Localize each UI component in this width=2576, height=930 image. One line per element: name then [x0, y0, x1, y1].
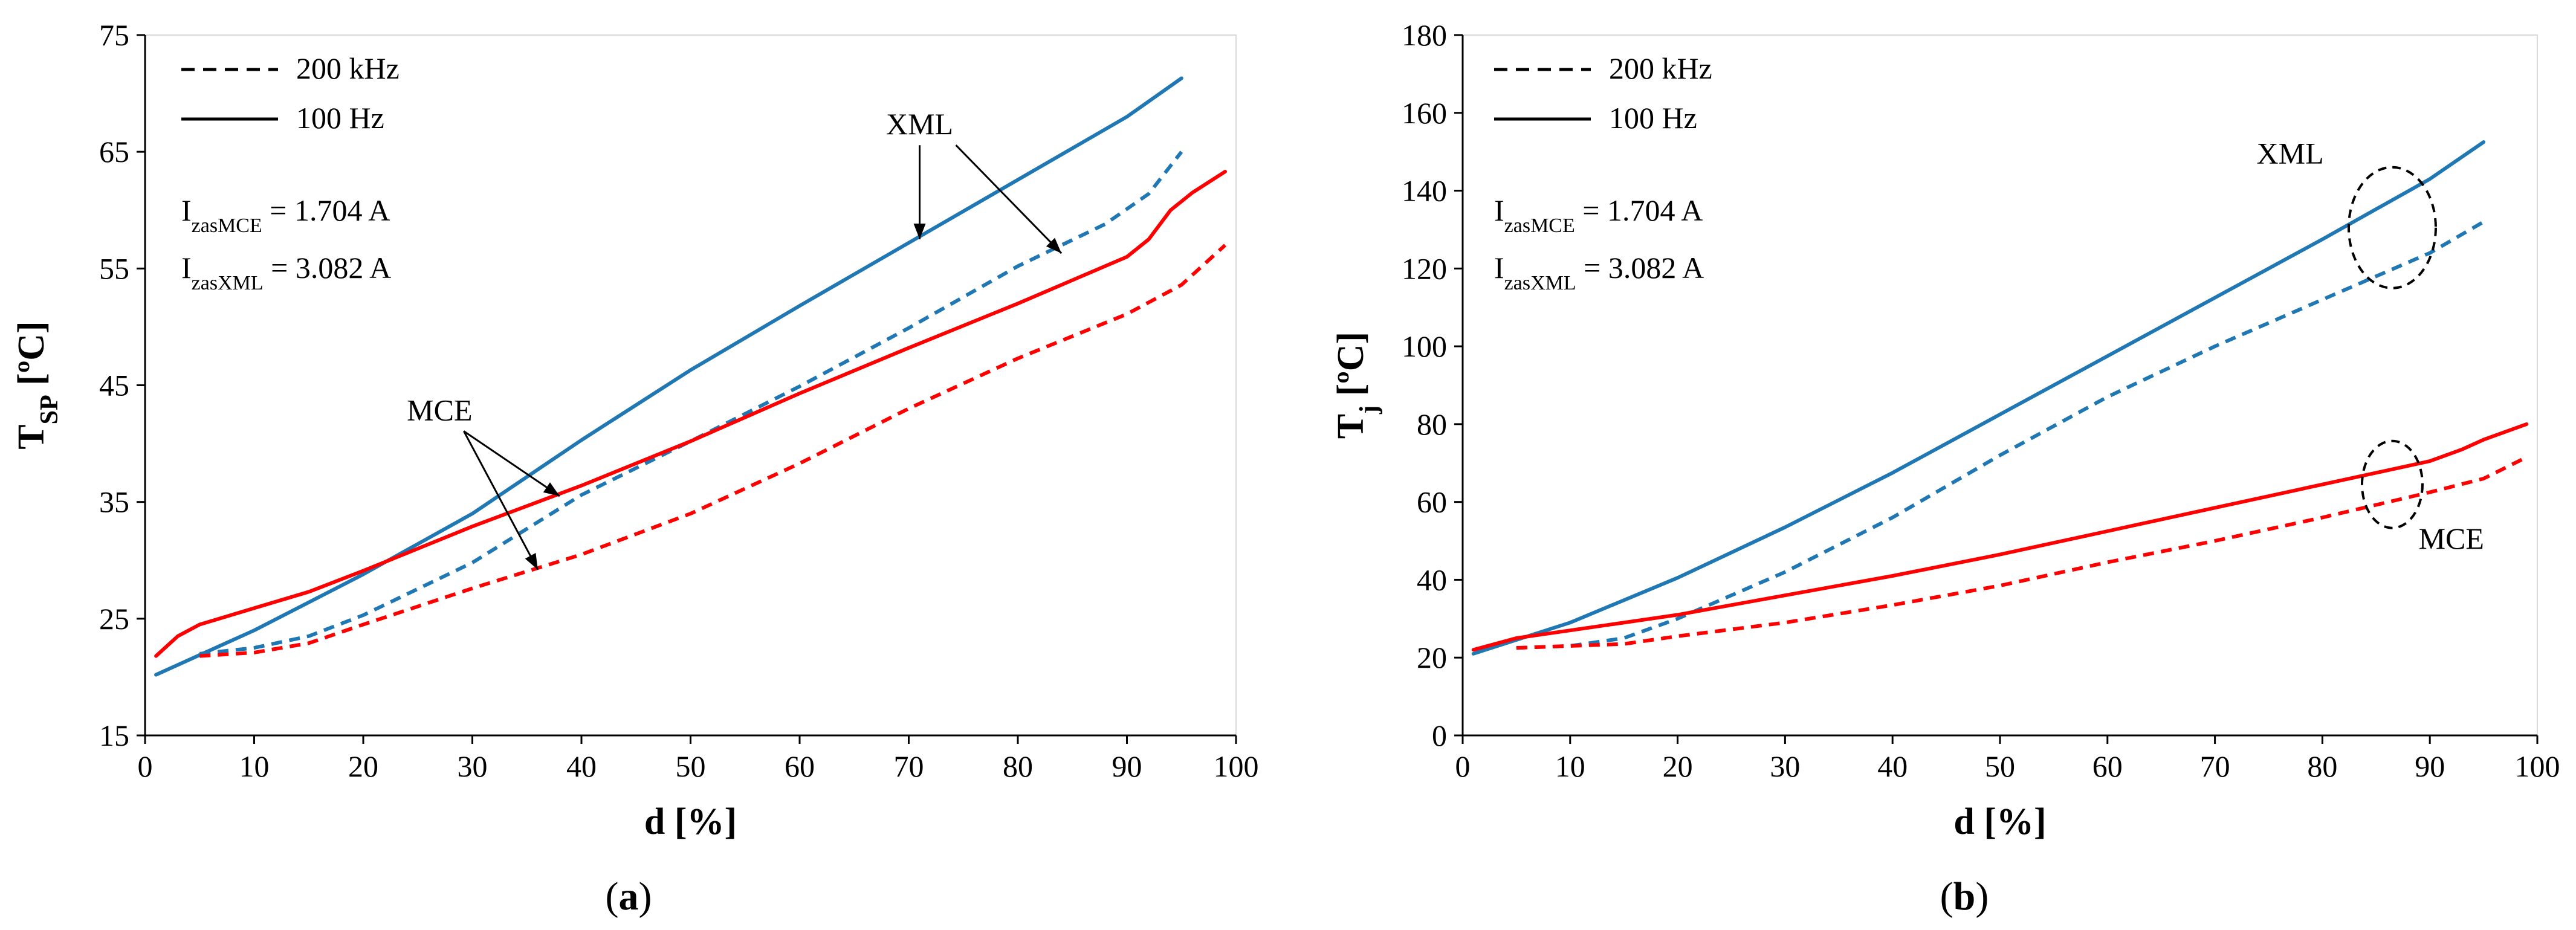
series-line-mce-200-khz: [199, 244, 1227, 658]
y-tick-label: 45: [99, 369, 129, 402]
annotation-ellipse: [2347, 166, 2437, 289]
x-axis-label: d [%]: [644, 801, 737, 842]
y-tick-label: 55: [99, 251, 129, 285]
annotation-arrow-head: [543, 482, 560, 497]
x-tick-label: 30: [1770, 749, 1800, 783]
x-tick-label: 80: [1003, 749, 1033, 783]
x-tick-label: 0: [1455, 749, 1471, 783]
y-tick-label: 100: [1402, 329, 1447, 363]
current-note: IzasMCE = 1.704 A: [181, 193, 390, 237]
y-axis-label-text: Tj [ºC]: [1330, 332, 1383, 439]
x-tick-label: 90: [1112, 749, 1142, 783]
panel-tag: (a): [606, 874, 652, 919]
y-tick-label: 15: [99, 718, 129, 752]
annotation-arrow-line: [463, 430, 560, 497]
x-tick-label: 50: [676, 749, 706, 783]
annotation-xml: XML: [2257, 136, 2324, 170]
annotation-arrow-head: [913, 224, 926, 240]
annotation-mce: MCE: [407, 393, 472, 427]
y-tick-label: 0: [1432, 718, 1447, 752]
annotation-ellipse: [2360, 439, 2424, 529]
x-tick-label: 100: [1214, 749, 1259, 783]
x-tick-label: 20: [1663, 749, 1693, 783]
x-tick-label: 10: [239, 749, 270, 783]
current-note: IzasXML = 3.082 A: [1494, 251, 1704, 294]
y-axis-label: TSP [ºC]: [11, 321, 63, 449]
series-line-xml-200-khz: [199, 150, 1183, 656]
series-line-xml-100-hz: [1471, 140, 2486, 656]
annotation-arrow-head: [525, 553, 538, 570]
panel-b: 0 10 20 30 40 50 60 70 80 90 100 0 20 40 60 80 100 120 140…: [1330, 18, 2560, 919]
x-tick-label: 100: [2515, 749, 2560, 783]
y-tick-label: 180: [1402, 18, 1447, 52]
annotation-arrow-line: [463, 430, 539, 570]
series-line-xml-100-hz: [154, 76, 1183, 677]
x-tick-label: 30: [458, 749, 488, 783]
y-tick-label: 160: [1402, 96, 1447, 130]
x-axis-label: d [%]: [1953, 801, 2046, 842]
legend-label: 200 kHz: [1609, 51, 1712, 85]
x-tick-label: 60: [2092, 749, 2123, 783]
series-line-mce-100-hz: [154, 170, 1227, 658]
y-tick-label: 60: [1417, 485, 1447, 519]
x-tick-label: 10: [1555, 749, 1585, 783]
legend-label: 100 Hz: [296, 101, 384, 135]
x-tick-label: 20: [348, 749, 378, 783]
y-tick-label: 40: [1417, 563, 1447, 596]
y-tick-label: 140: [1402, 174, 1447, 208]
y-tick-label: 80: [1417, 407, 1447, 441]
annotation-xml: XML: [886, 107, 953, 141]
x-tick-label: 70: [2200, 749, 2230, 783]
x-tick-label: 70: [894, 749, 924, 783]
y-tick-label: 75: [99, 18, 129, 52]
annotation-mce: MCE: [2419, 522, 2484, 555]
x-tick-label: 80: [2307, 749, 2337, 783]
x-tick-label: 50: [1985, 749, 2015, 783]
y-tick-label: 20: [1417, 641, 1447, 674]
annotation-arrow-line: [955, 144, 1063, 254]
y-axis-label: Tj [ºC]: [1330, 332, 1383, 439]
panel-tag: (b): [1940, 874, 1989, 919]
y-tick-label: 25: [99, 602, 129, 636]
current-note: IzasXML = 3.082 A: [181, 251, 391, 294]
series-line-mce-100-hz: [1471, 422, 2529, 652]
x-tick-label: 40: [566, 749, 597, 783]
plot-frame: [144, 34, 1237, 736]
x-tick-label: 40: [1877, 749, 1908, 783]
x-tick-label: 90: [2415, 749, 2445, 783]
current-note: IzasMCE = 1.704 A: [1494, 193, 1703, 237]
y-tick-label: 65: [99, 135, 129, 169]
x-tick-label: 60: [785, 749, 815, 783]
series-line-xml-200-khz: [1516, 220, 2485, 650]
annotation-arrow-head: [1046, 237, 1062, 254]
plot-frame: [1462, 34, 2538, 736]
x-tick-label: 0: [138, 749, 153, 783]
y-tick-label: 35: [99, 485, 129, 519]
legend-label: 200 kHz: [296, 51, 400, 85]
panel-a: 0 10 20 30 40 50 60 70 80 90 100 15 25 35 45 55 65 75 d [%…: [11, 18, 1259, 919]
series-line-mce-200-khz: [1516, 455, 2528, 650]
legend-label: 100 Hz: [1609, 101, 1697, 135]
y-axis-label-text: TSP [ºC]: [11, 321, 63, 449]
y-tick-label: 120: [1402, 251, 1447, 285]
